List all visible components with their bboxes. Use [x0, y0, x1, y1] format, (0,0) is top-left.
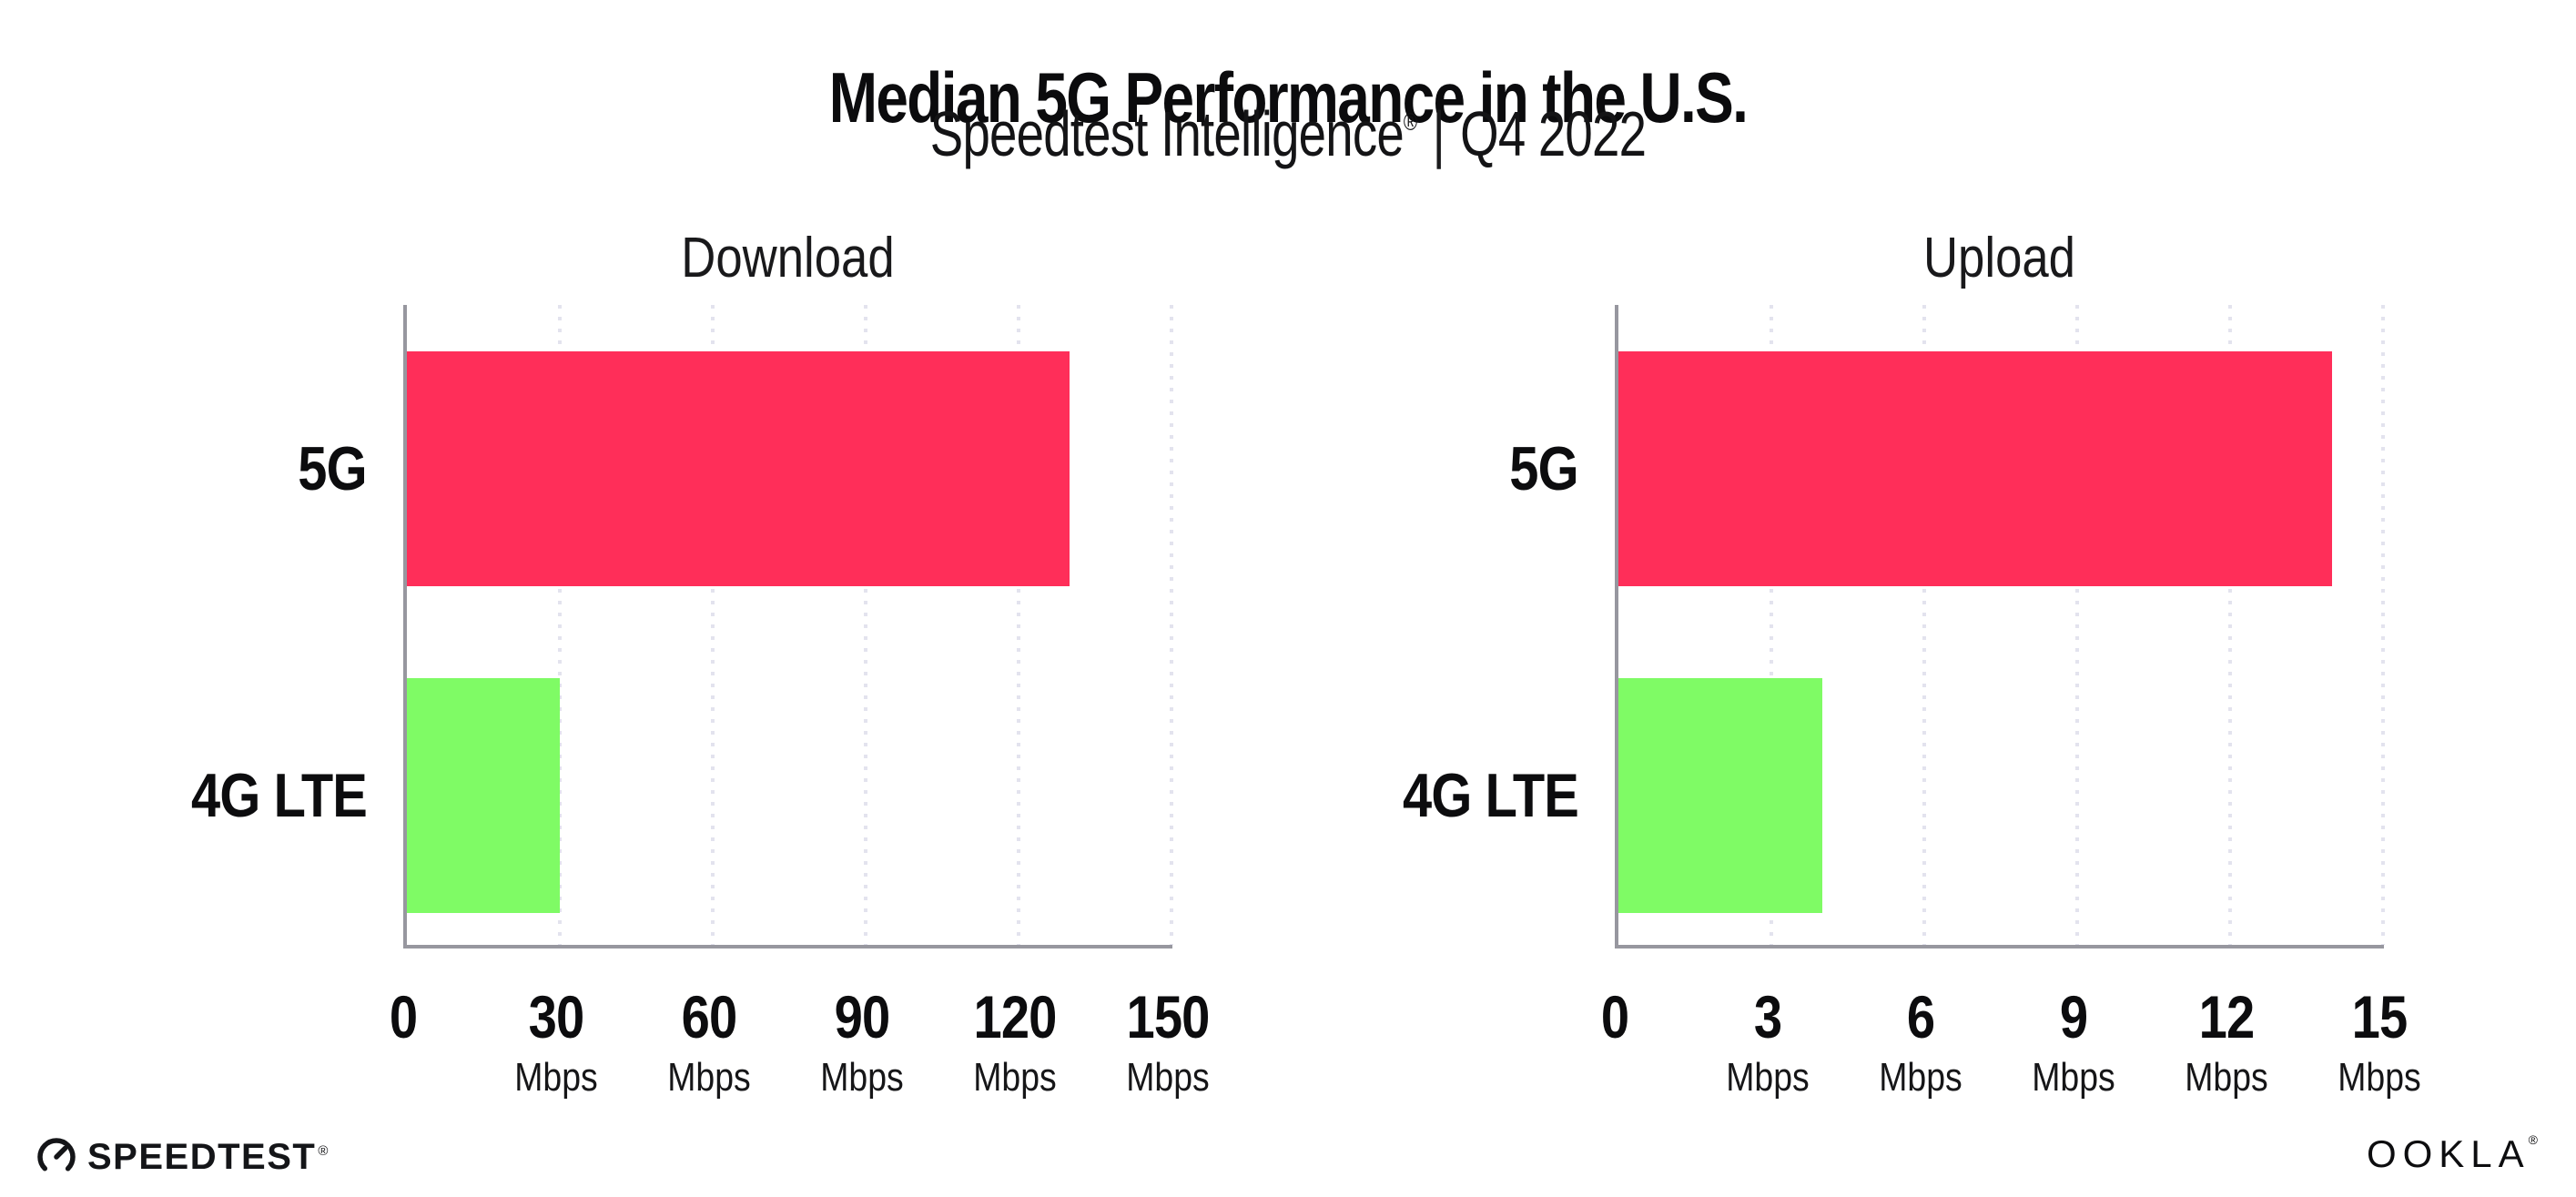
gridline — [2075, 305, 2079, 945]
chart-upload: Upload 5G 4G LTE 0 3 Mbps 6 Mbps 9 Mbps 12 Mbps 15… — [1342, 227, 2421, 1098]
x-tick: 0 — [389, 983, 418, 1050]
category-label-4g-lte: 4G LTE — [191, 761, 368, 830]
category-label-5g: 5G — [298, 434, 368, 503]
ookla-wordmark: OOKLA — [2366, 1132, 2530, 1175]
x-axis-download: 0 30 Mbps 60 Mbps 90 Mbps 120 Mbps 150 Mbps — [390, 948, 1211, 1098]
x-tick: 120 Mbps — [973, 983, 1057, 1100]
category-axis-upload: 5G 4G LTE — [1342, 305, 1615, 948]
x-tick-value: 0 — [1600, 983, 1629, 1050]
chart-download: Download 5G 4G LTE 0 30 Mbps 60 Mbps 90 Mbps 120… — [130, 227, 1211, 1098]
x-tick-value: 12 — [2198, 983, 2256, 1050]
x-tick-value: 15 — [2351, 983, 2409, 1050]
speedtest-logo: SPEEDTEST ® — [35, 1135, 328, 1179]
x-tick-unit: Mbps — [1879, 1055, 1962, 1100]
registered-mark: ® — [1403, 108, 1417, 136]
gridline — [1922, 305, 1926, 945]
x-tick-value: 30 — [528, 983, 585, 1050]
x-tick-value: 6 — [1906, 983, 1935, 1050]
speedtest-registered-mark: ® — [318, 1142, 329, 1159]
x-tick: 150 Mbps — [1126, 983, 1210, 1100]
x-tick-value: 90 — [834, 983, 891, 1050]
x-tick-value: 120 — [973, 983, 1057, 1050]
x-tick: 90 Mbps — [820, 987, 903, 1098]
plot-area-upload — [1615, 305, 2385, 948]
x-tick-unit: Mbps — [667, 1055, 751, 1100]
bar-5g — [407, 351, 1070, 586]
x-axis-upload: 0 3 Mbps 6 Mbps 9 Mbps 12 Mbps 15 Mbps — [1601, 948, 2421, 1098]
gridline — [2228, 305, 2232, 945]
x-tick-value: 60 — [681, 983, 738, 1050]
page-title: Median 5G Performance in the U.S. — [828, 57, 1749, 138]
x-tick: 0 — [1600, 983, 1629, 1050]
x-tick-unit: Mbps — [1126, 1055, 1210, 1100]
charts-row: Download 5G 4G LTE 0 30 Mbps 60 Mbps 90 Mbps 120… — [0, 227, 2421, 1098]
x-tick: 3 Mbps — [1726, 987, 1809, 1098]
x-tick-unit: Mbps — [820, 1055, 904, 1100]
x-tick-value: 3 — [1753, 983, 1782, 1050]
gridline — [1770, 305, 1773, 945]
subtitle-brand: Speedtest Intelligence — [929, 98, 1405, 169]
x-tick-unit: Mbps — [2338, 1055, 2421, 1100]
speedtest-gauge-icon — [37, 1138, 76, 1176]
x-tick-unit: Mbps — [2032, 1055, 2115, 1100]
x-tick: 60 Mbps — [667, 987, 750, 1098]
x-tick: 15 Mbps — [2338, 987, 2420, 1098]
x-tick: 9 Mbps — [2032, 987, 2115, 1098]
x-tick-unit: Mbps — [514, 1055, 598, 1100]
ookla-logo: OOKLA ® — [2366, 1132, 2538, 1175]
gridline — [2381, 305, 2385, 945]
chart-body-upload: 5G 4G LTE — [1342, 305, 2385, 948]
category-label-5g: 5G — [1509, 434, 1579, 503]
category-axis-download: 5G 4G LTE — [130, 305, 403, 948]
gridline — [864, 305, 867, 945]
bar-4g-lte — [1618, 678, 1822, 913]
bar-5g — [1618, 351, 2332, 586]
gridline — [711, 305, 715, 945]
speedtest-wordmark: SPEEDTEST — [87, 1137, 317, 1177]
subtitle-period: Q4 2022 — [1460, 98, 1647, 169]
plot-area-download — [403, 305, 1173, 948]
x-tick: 12 Mbps — [2185, 987, 2267, 1098]
chart-title-download: Download — [681, 227, 895, 289]
bar-4g-lte — [407, 678, 560, 913]
x-tick-unit: Mbps — [1726, 1055, 1810, 1100]
chart-title-upload: Upload — [1922, 227, 2075, 289]
gridline — [558, 305, 562, 945]
chart-body-download: 5G 4G LTE — [130, 305, 1173, 948]
x-tick-unit: Mbps — [2185, 1055, 2268, 1100]
x-tick-value: 9 — [2059, 983, 2088, 1050]
x-tick-value: 150 — [1126, 983, 1210, 1050]
subtitle-separator: | — [1432, 98, 1445, 169]
x-tick: 30 Mbps — [514, 987, 597, 1098]
page-subtitle: Speedtest Intelligence® | Q4 2022 — [283, 102, 2292, 166]
x-tick-value: 0 — [389, 983, 418, 1050]
gridline — [1170, 305, 1173, 945]
ookla-registered-mark: ® — [2528, 1132, 2538, 1147]
category-label-4g-lte: 4G LTE — [1403, 761, 1579, 830]
x-tick-unit: Mbps — [973, 1055, 1057, 1100]
x-tick: 6 Mbps — [1879, 987, 1962, 1098]
gridline — [1017, 305, 1020, 945]
